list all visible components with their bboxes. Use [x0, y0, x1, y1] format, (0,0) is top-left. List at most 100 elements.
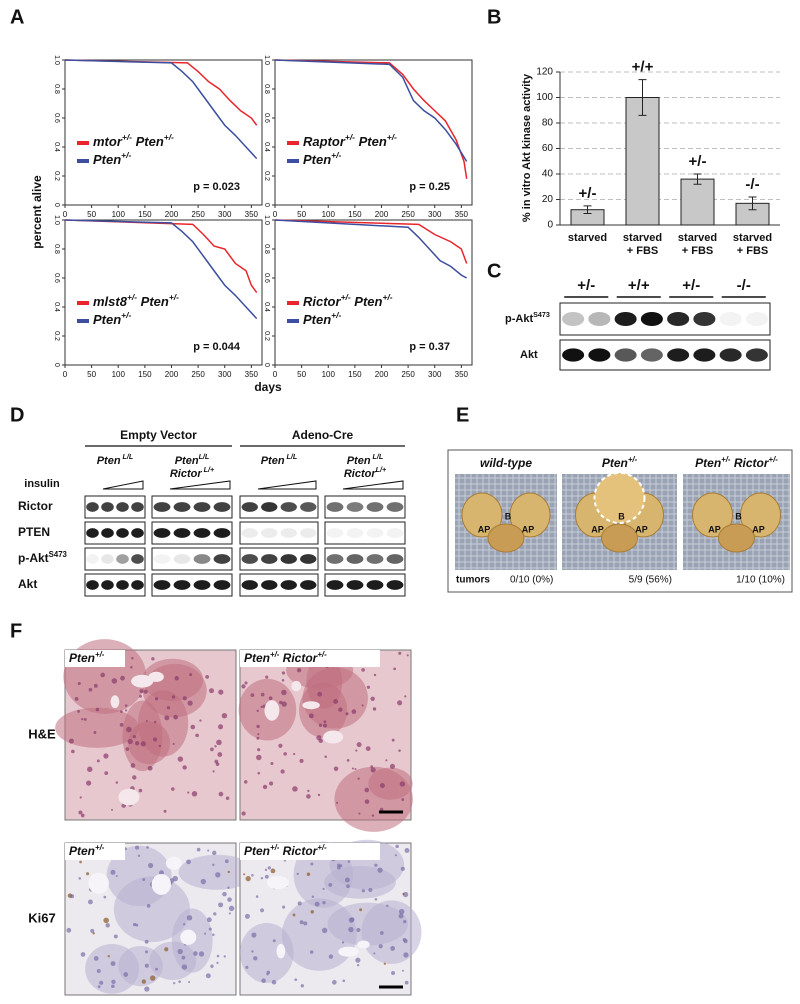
blot-band [640, 348, 663, 362]
legend-entry: Pten+/- [303, 310, 341, 327]
cell-nucleus [147, 862, 154, 869]
cell-nucleus [399, 781, 406, 787]
panel-label: E [456, 404, 469, 426]
cell-nucleus [370, 696, 375, 701]
cell-nucleus [214, 745, 217, 748]
blot-band [745, 311, 768, 327]
cell-nucleus [216, 739, 222, 746]
x-tick-label: 150 [348, 370, 362, 379]
lumen [276, 943, 286, 959]
cell-nucleus [173, 714, 178, 720]
cell-nucleus [222, 891, 227, 897]
blot [151, 521, 233, 545]
blot [84, 573, 146, 597]
cell-nucleus [366, 685, 371, 689]
x-tick-label: 50 [297, 210, 306, 219]
cell-nucleus [193, 951, 198, 956]
cell-nucleus [398, 908, 405, 915]
cell-nucleus [123, 972, 129, 977]
cell-nucleus [130, 763, 136, 768]
cell-nucleus [86, 872, 90, 876]
lane-header: -/- [737, 277, 751, 294]
tumor-count: 5/9 (56%) [629, 575, 672, 586]
cell-nucleus [328, 883, 333, 887]
lumen [151, 873, 172, 895]
cell-nucleus [187, 700, 193, 706]
cell-nucleus [256, 736, 260, 740]
superscript: L/L [121, 453, 134, 461]
cell-nucleus [365, 746, 371, 751]
organ [509, 492, 551, 538]
blot-band [562, 348, 585, 362]
x-tick-label: 50 [87, 370, 96, 379]
organ [487, 523, 525, 553]
cell-nucleus [216, 961, 219, 965]
cell-nucleus [374, 863, 378, 867]
cell-nucleus [402, 938, 407, 942]
cell-nucleus [77, 709, 80, 713]
text-part: Pten [93, 312, 121, 327]
blot-band [193, 580, 211, 590]
row-label: p-AktS473 [505, 311, 550, 325]
cell-nucleus [333, 766, 339, 772]
cell-nucleus [281, 671, 286, 675]
cell-nucleus [333, 698, 339, 704]
superscript: S473 [533, 311, 550, 319]
blot-band [116, 502, 129, 512]
column-title: Pten+/- [69, 650, 105, 666]
superscript: +/- [95, 843, 105, 852]
cell-nucleus [356, 927, 361, 933]
cell-nucleus [130, 666, 133, 669]
cell-nucleus [351, 709, 357, 714]
x-tick-label: 0 [273, 210, 278, 219]
cell-nucleus [401, 969, 404, 972]
legend-entry: Pten+/- [93, 310, 131, 327]
y-tick-label: 0.8 [263, 244, 270, 254]
cell-nucleus [206, 917, 212, 923]
cell-nucleus [104, 771, 109, 776]
cell-nucleus [245, 965, 249, 969]
text-part: Pten [602, 456, 628, 470]
organ-label: AP [478, 524, 491, 534]
cell-nucleus [147, 765, 153, 771]
cell-nucleus [152, 737, 158, 742]
cell-nucleus [379, 931, 384, 935]
cell-nucleus [146, 846, 149, 849]
subgroup-label: Rictor L/+ [170, 466, 215, 480]
tissue-gland [281, 898, 357, 971]
blot-band [261, 528, 278, 538]
cell-nucleus [208, 927, 212, 931]
blot-band [193, 528, 211, 538]
cell-nucleus [135, 845, 140, 850]
cell-nucleus [401, 798, 405, 801]
blot-band [386, 502, 404, 512]
tissue-gland [334, 766, 413, 832]
superscript: L/L [371, 453, 384, 461]
x-tick-label: starved [568, 232, 607, 244]
cell-nucleus [402, 891, 409, 898]
cell-nucleus [264, 874, 269, 879]
superscript: L/L [199, 453, 210, 461]
cell-nucleus [372, 707, 377, 711]
cell-nucleus [244, 681, 248, 685]
organ [601, 523, 638, 553]
blot [324, 495, 406, 519]
cell-nucleus [280, 769, 285, 774]
x-tick-label: 0 [63, 210, 68, 219]
cell-nucleus [158, 744, 162, 748]
tissue-gland [118, 946, 163, 987]
cell-nucleus [172, 742, 175, 745]
cell-nucleus [279, 700, 283, 705]
p-value: p = 0.25 [409, 181, 450, 193]
plot-frame [64, 219, 263, 366]
x-tick-label: 150 [138, 370, 152, 379]
cell-nucleus [140, 741, 146, 747]
y-tick-label: 0 [547, 220, 553, 231]
organ-label: B [735, 511, 742, 521]
legend-entry: mtor+/- Pten+/- [93, 132, 174, 149]
superscript: +/- [121, 150, 131, 160]
text-part: Rictor [170, 468, 203, 480]
survival-curve [274, 219, 468, 279]
title-box [65, 843, 125, 860]
text-part: Pten [303, 152, 331, 167]
